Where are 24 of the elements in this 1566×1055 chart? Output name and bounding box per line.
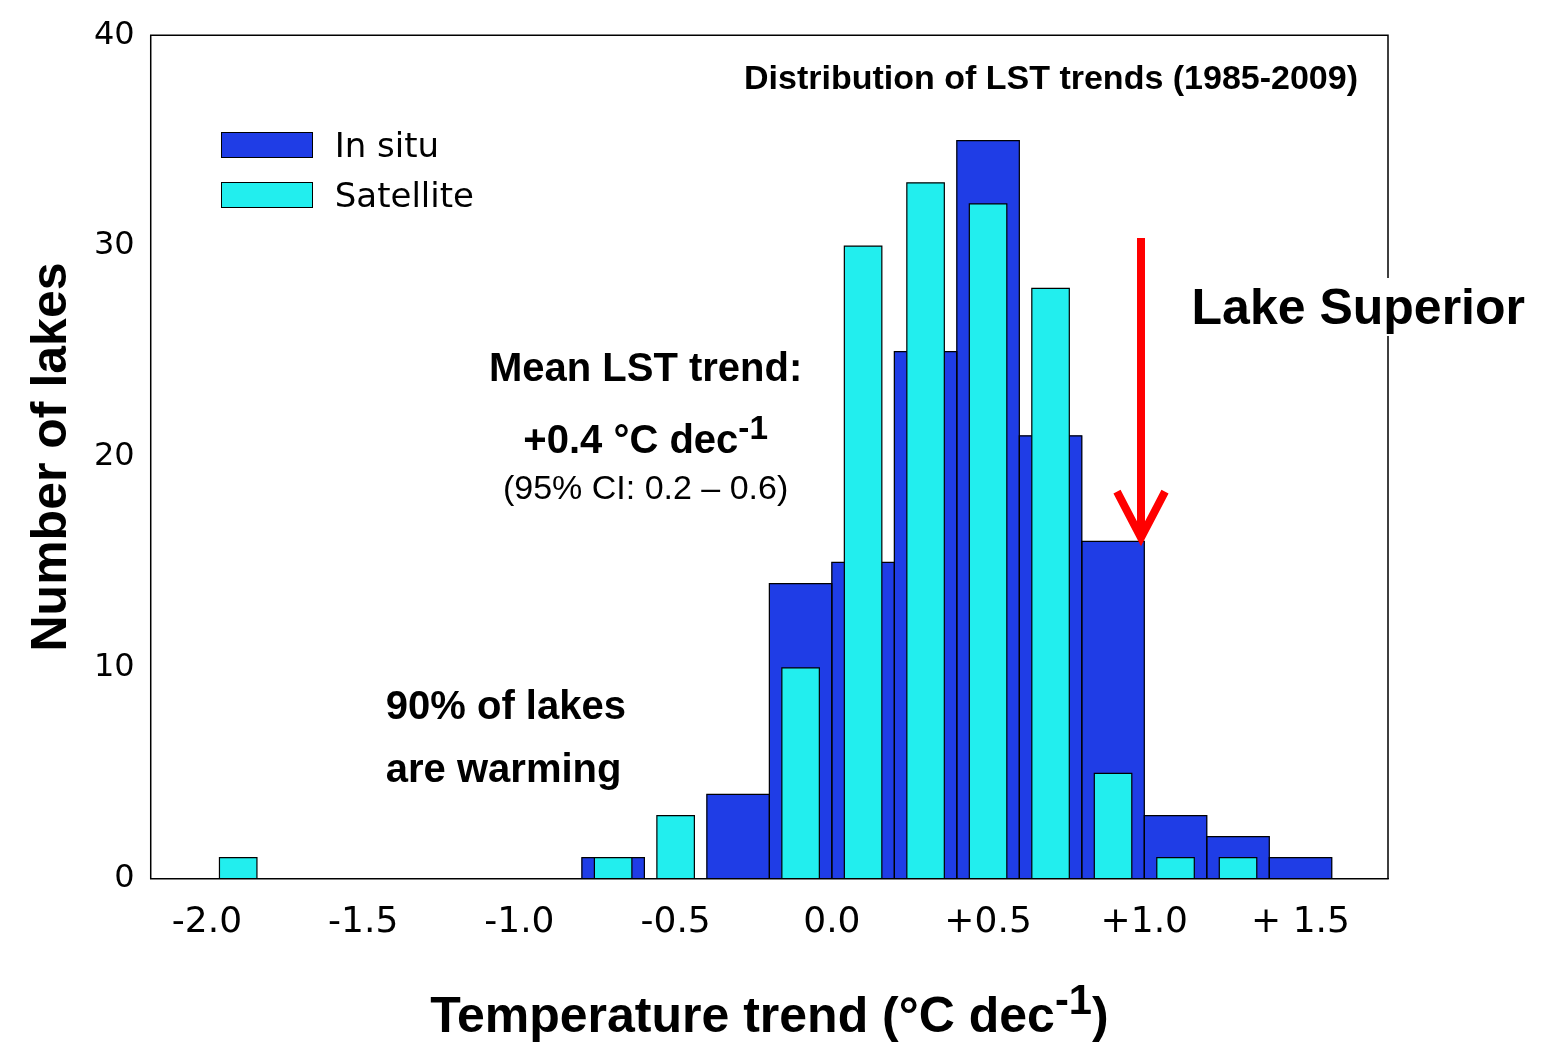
x-tick-label: -1.5 <box>328 898 399 940</box>
y-tick-label: 20 <box>94 435 135 474</box>
annotation: (95% CI: 0.2 – 0.6) <box>502 467 789 506</box>
x-tick-label: 0.0 <box>803 898 861 940</box>
y-tick-label: 30 <box>94 224 135 263</box>
legend-label: In situ <box>334 125 440 166</box>
x-tick-label: -2.0 <box>171 898 243 940</box>
legend-label: Satellite <box>334 175 474 216</box>
annotation: are warming <box>385 746 622 791</box>
annotation: Lake Superior <box>1185 277 1531 336</box>
annotation: Mean LST trend: <box>488 345 803 390</box>
x-tick-label: -1.0 <box>484 898 555 940</box>
text: Distribution of LST trends (1985-2009) <box>744 58 1358 97</box>
x-tick-label: + 1.5 <box>1251 898 1350 940</box>
x-tick-label: -0.5 <box>640 898 711 940</box>
y-tick-label: 10 <box>94 646 135 685</box>
y-axis-title: Number of lakes <box>20 262 77 652</box>
x-axis-title: Temperature trend (°C dec$^{-1}$) <box>430 975 1109 1043</box>
annotation: 90% of lakes <box>385 682 626 727</box>
x-tick-label: +0.5 <box>944 898 1032 940</box>
y-tick-label: 40 <box>94 13 135 52</box>
annotation: +0.4 °C dec$^{-1}$ <box>523 408 768 461</box>
y-tick-label: 0 <box>114 857 135 896</box>
x-tick-label: +1.0 <box>1100 898 1188 940</box>
